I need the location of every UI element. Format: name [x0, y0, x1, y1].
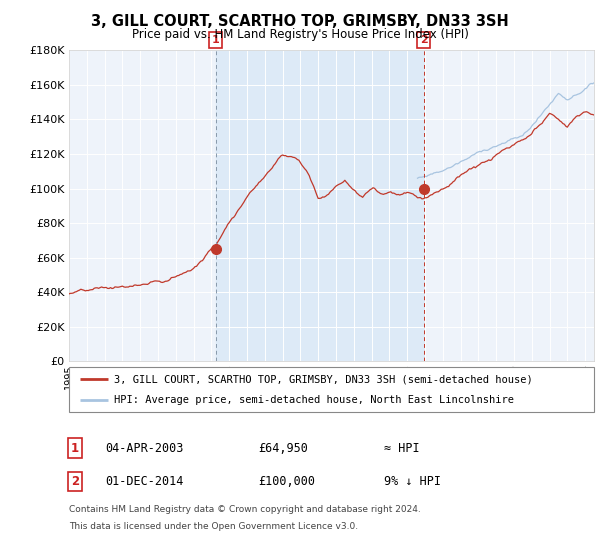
- Text: 1: 1: [71, 441, 79, 455]
- Text: ≈ HPI: ≈ HPI: [384, 441, 419, 455]
- Bar: [216, 50, 424, 361]
- Text: HPI: Average price, semi-detached house, North East Lincolnshire: HPI: Average price, semi-detached house,…: [113, 395, 514, 405]
- Text: 9% ↓ HPI: 9% ↓ HPI: [384, 475, 441, 488]
- Text: 2: 2: [71, 475, 79, 488]
- Text: £64,950: £64,950: [258, 441, 308, 455]
- FancyBboxPatch shape: [69, 367, 594, 412]
- Text: 1: 1: [212, 35, 220, 45]
- Text: Contains HM Land Registry data © Crown copyright and database right 2024.: Contains HM Land Registry data © Crown c…: [69, 505, 421, 514]
- Text: 04-APR-2003: 04-APR-2003: [105, 441, 184, 455]
- Text: 01-DEC-2014: 01-DEC-2014: [105, 475, 184, 488]
- Text: 3, GILL COURT, SCARTHO TOP, GRIMSBY, DN33 3SH (semi-detached house): 3, GILL COURT, SCARTHO TOP, GRIMSBY, DN3…: [113, 374, 532, 384]
- Text: £100,000: £100,000: [258, 475, 315, 488]
- Text: 3, GILL COURT, SCARTHO TOP, GRIMSBY, DN33 3SH: 3, GILL COURT, SCARTHO TOP, GRIMSBY, DN3…: [91, 14, 509, 29]
- Text: Price paid vs. HM Land Registry's House Price Index (HPI): Price paid vs. HM Land Registry's House …: [131, 28, 469, 41]
- Text: This data is licensed under the Open Government Licence v3.0.: This data is licensed under the Open Gov…: [69, 522, 358, 531]
- Text: 2: 2: [419, 35, 427, 45]
